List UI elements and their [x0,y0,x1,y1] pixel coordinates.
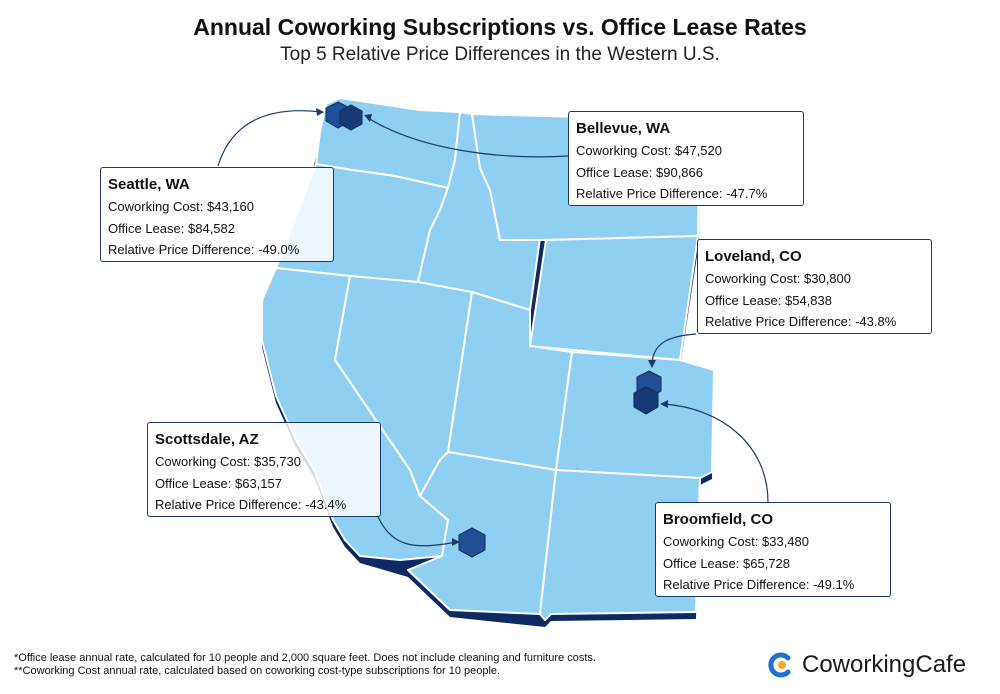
city-card-bellevue: Bellevue, WA Coworking Cost: $47,520 Off… [568,111,804,206]
office-lease-row: Office Lease: $63,157 [155,475,282,491]
price-difference-row: Relative Price Difference: -43.8% [705,314,897,329]
coworking-cost-value: $47,520 [675,143,722,158]
connector-broomfield [663,403,769,503]
coworking-cost-row: Coworking Cost: $30,800 [705,271,851,286]
state-wyoming [529,235,699,361]
coworking-cost-row: Coworking Cost: $47,520 [576,143,722,158]
footnote-coworking-cost: **Coworking Cost annual rate, calculated… [14,665,501,677]
city-card-scottsdale: Scottsdale, AZ Coworking Cost: $35,730 O… [147,422,381,517]
marker-bellevue-hexagon [339,104,363,131]
city-name: Bellevue, WA [576,120,671,137]
office-lease-row: Office Lease: $65,728 [663,555,790,571]
price-difference-value: -43.4% [305,497,347,512]
price-difference-row: Relative Price Difference: -43.4% [155,497,347,512]
arrow-scottsdale [452,538,460,546]
coworking-cost-value: $43,160 [207,199,254,214]
connector-scottsdale [375,511,459,547]
arrow-loveland [648,360,656,368]
connector-bellevue [367,117,569,158]
city-card-seattle: Seattle, WA Coworking Cost: $43,160 Offi… [100,167,334,262]
footnote-office-lease: *Office lease annual rate, calculated fo… [14,652,596,664]
price-difference-row: Relative Price Difference: -49.0% [108,242,300,257]
city-name: Broomfield, CO [663,511,774,528]
office-lease-value: $63,157 [235,475,282,491]
footnotes: *Office lease annual rate, calculated fo… [14,652,596,678]
coworking-cost-row: Coworking Cost: $43,160 [108,199,254,214]
arrow-heads [316,108,668,546]
arrow-seattle [316,108,324,116]
office-lease-value: $54,838 [785,292,832,308]
price-difference-value: -49.1% [813,577,855,592]
city-name: Loveland, CO [705,248,802,265]
state-colorado [555,351,715,479]
marker-scottsdale-hexagon [458,527,486,558]
coworking-cost-row: Coworking Cost: $33,480 [663,534,809,549]
coworking-cost-value: $33,480 [762,534,809,549]
coworking-cost-value: $35,730 [254,454,301,469]
coworking-cost-value: $30,800 [804,271,851,286]
marker-broomfield-hexagon [633,386,659,415]
office-lease-value: $90,866 [656,164,703,180]
city-name: Scottsdale, AZ [155,431,259,448]
connector-loveland [651,333,697,367]
chart-title: Annual Coworking Subscriptions vs. Offic… [193,14,807,40]
office-lease-value: $84,582 [188,220,235,236]
coworkingcafe-logo-icon [768,652,791,678]
price-difference-value: -43.8% [855,314,897,329]
city-markers [325,101,662,558]
price-difference-value: -47.7% [726,186,768,201]
office-lease-row: Office Lease: $84,582 [108,220,235,236]
price-difference-row: Relative Price Difference: -49.1% [663,577,855,592]
connector-seattle [217,110,323,167]
chart-subtitle: Top 5 Relative Price Differences in the … [280,44,720,65]
coworking-cost-row: Coworking Cost: $35,730 [155,454,301,469]
arrow-broomfield [660,400,668,408]
office-lease-value: $65,728 [743,555,790,571]
city-card-loveland: Loveland, CO Coworking Cost: $30,800 Off… [697,239,932,334]
brand-logo: CoworkingCafe [766,650,966,680]
office-lease-row: Office Lease: $54,838 [705,292,832,308]
city-card-broomfield: Broomfield, CO Coworking Cost: $33,480 O… [655,502,891,597]
city-name: Seattle, WA [108,176,190,193]
price-difference-value: -49.0% [258,242,300,257]
brand-name: CoworkingCafe [802,651,967,678]
arrow-bellevue [364,114,372,122]
price-difference-row: Relative Price Difference: -47.7% [576,186,768,201]
office-lease-row: Office Lease: $90,866 [576,164,703,180]
connector-lines [217,110,769,547]
